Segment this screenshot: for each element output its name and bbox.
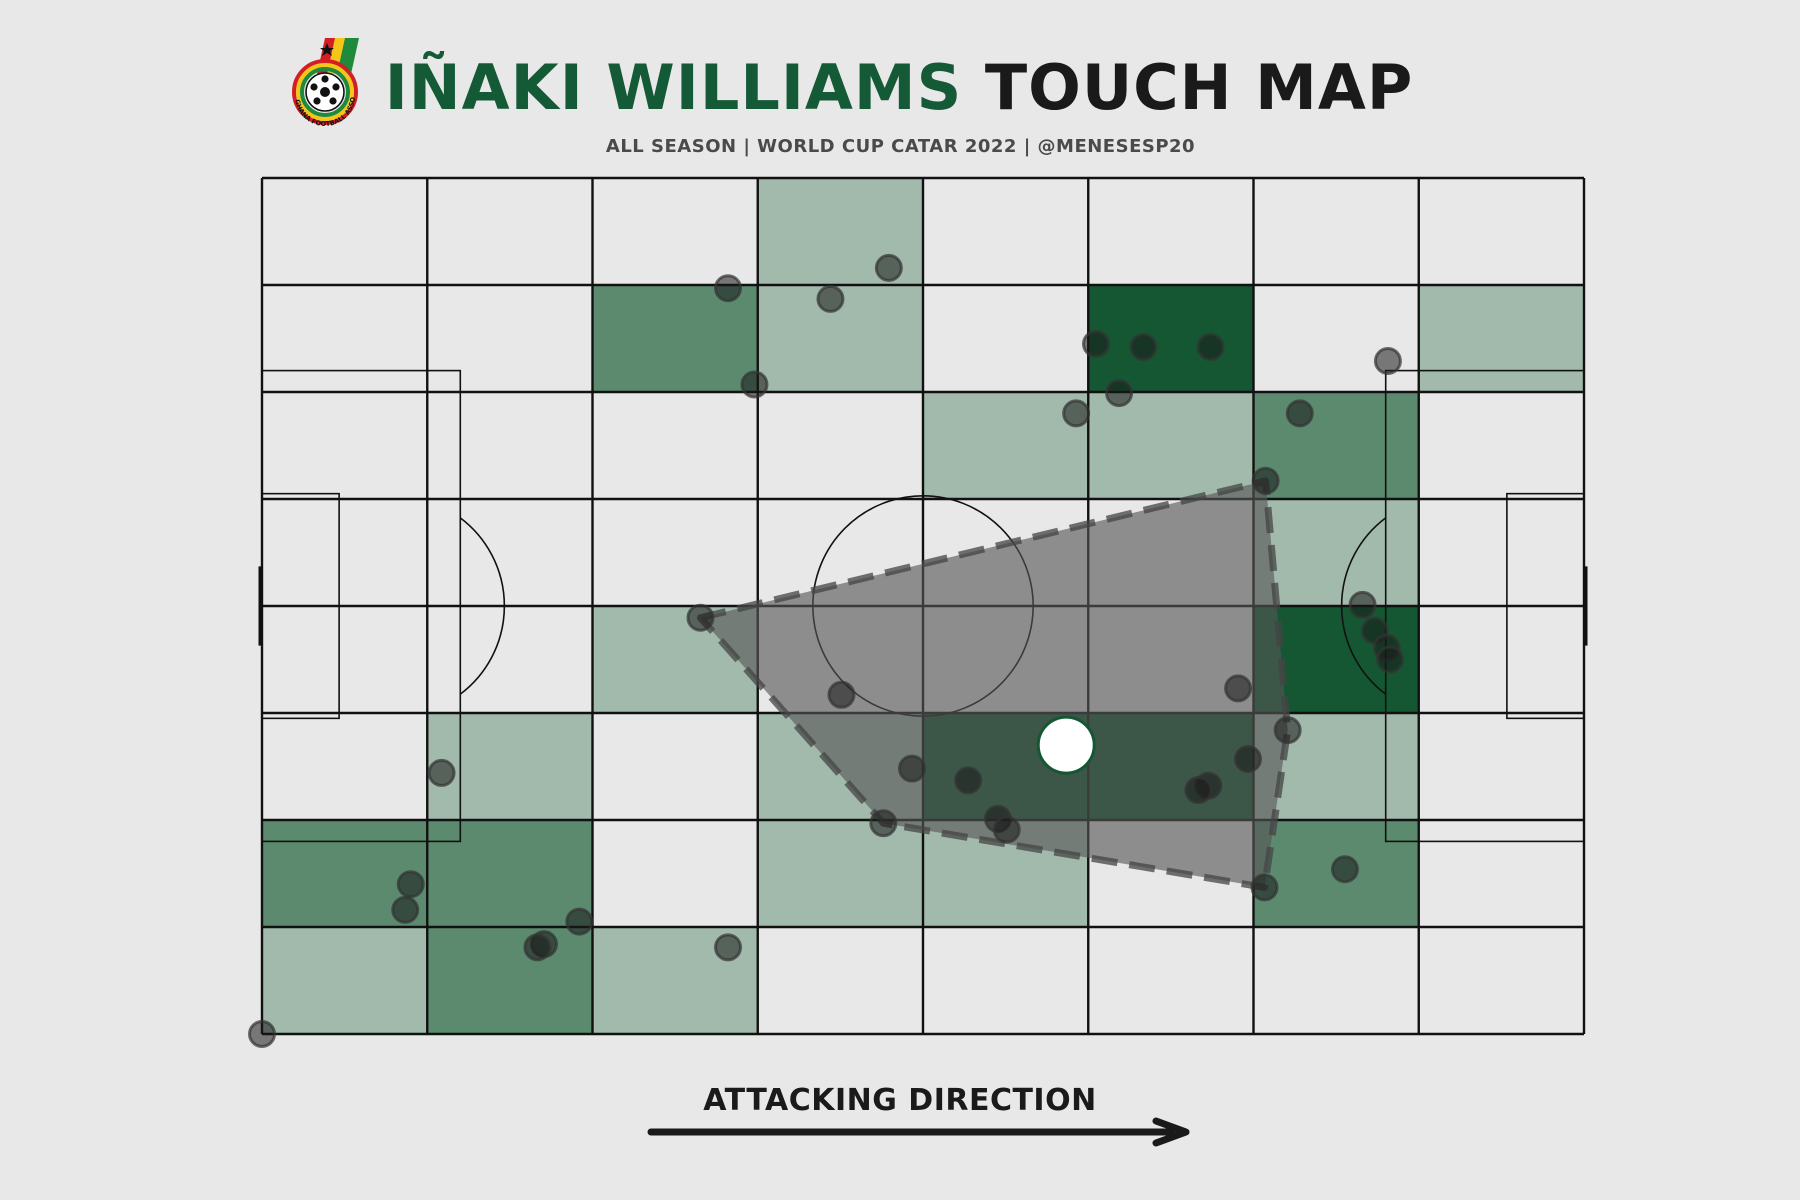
heatmap-bin	[592, 285, 758, 392]
heatmap-bin	[1418, 285, 1584, 392]
touch-point	[869, 809, 898, 838]
touch-point	[427, 758, 456, 787]
touch-point	[391, 895, 420, 924]
heatmap-bin	[262, 927, 428, 1034]
touch-point	[523, 933, 552, 962]
touch-point	[992, 815, 1021, 844]
touch-point	[897, 754, 926, 783]
heatmap-bin	[757, 820, 923, 927]
ghana-fa-logo: GHANA FOOTBALL ASSOCIATION	[283, 34, 359, 128]
average-position	[1036, 715, 1096, 775]
page-title: IÑAKI WILLIAMS TOUCH MAP	[0, 52, 1800, 124]
touch-point	[816, 284, 845, 313]
heatmap-bin	[1253, 392, 1419, 499]
heatmap-bin	[1088, 392, 1254, 499]
touch-hull	[696, 477, 1292, 891]
touch-point	[686, 603, 715, 632]
touch-point	[396, 870, 425, 899]
touch-hull-polygon	[696, 477, 1292, 891]
touch-point	[1062, 399, 1091, 428]
touch-point	[1251, 466, 1280, 495]
touch-point	[1273, 716, 1302, 745]
touch-point	[714, 274, 743, 303]
touch-point	[1184, 776, 1213, 805]
touch-point	[1129, 333, 1158, 362]
touch-point	[1081, 329, 1110, 358]
header: IÑAKI WILLIAMS TOUCH MAP ALL SEASON | WO…	[0, 52, 1800, 158]
touch-point	[1105, 379, 1134, 408]
heatmap-bin	[427, 820, 593, 927]
touch-point	[565, 907, 594, 936]
touch-point	[874, 253, 903, 282]
heatmap-bin	[923, 392, 1089, 499]
player-name: IÑAKI WILLIAMS	[384, 51, 963, 124]
touch-point	[827, 680, 856, 709]
touch-points	[248, 253, 1405, 1048]
touch-point	[954, 766, 983, 795]
heatmap-bin	[1253, 499, 1419, 606]
heatmap-bin	[427, 927, 593, 1034]
touch-point	[1348, 590, 1377, 619]
page-subtitle: ALL SEASON | WORLD CUP CATAR 2022 | @MEN…	[605, 136, 1196, 157]
touch-point	[714, 933, 743, 962]
touch-point	[248, 1020, 276, 1048]
touch-point	[1233, 745, 1262, 774]
average-position-marker	[1036, 715, 1096, 775]
heatmap-bin	[1088, 285, 1254, 392]
touch-point	[1376, 645, 1405, 674]
attacking-direction-label: ATTACKING DIRECTION	[703, 1083, 1097, 1118]
touch-point	[1196, 333, 1225, 362]
heatmap-bin	[427, 713, 593, 820]
touch-point	[1373, 346, 1402, 375]
touch-point	[1330, 855, 1359, 884]
touch-point	[1250, 873, 1279, 902]
title-suffix: TOUCH MAP	[962, 51, 1414, 124]
touch-point	[740, 370, 769, 399]
touch-point	[1224, 674, 1253, 703]
touch-point	[1285, 399, 1314, 428]
